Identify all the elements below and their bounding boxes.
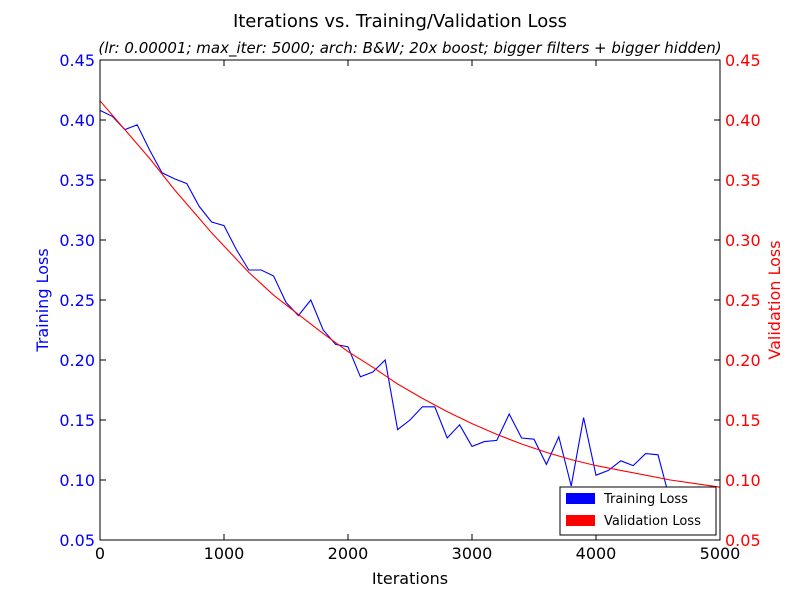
left-y-tick-label: 0.10 [59,471,95,490]
right-y-tick-label: 0.35 [725,171,761,190]
left-y-tick-label: 0.05 [59,531,95,550]
right-y-tick-label: 0.20 [725,351,761,370]
right-y-tick-label: 0.45 [725,51,761,70]
x-tick-label: 0 [95,544,105,563]
left-y-tick-label: 0.30 [59,231,95,250]
validation-loss-line [99,100,721,488]
left-y-tick-label: 0.25 [59,291,95,310]
x-tick-label: 4000 [576,544,617,563]
left-y-axis-label: Training Loss [33,248,52,352]
left-y-tick-label: 0.20 [59,351,95,370]
left-y-tick-label: 0.15 [59,411,95,430]
right-y-tick-label: 0.30 [725,231,761,250]
left-y-tick-label: 0.45 [59,51,95,70]
x-tick-label: 5000 [700,544,741,563]
legend: Training Loss Validation Loss [559,486,717,536]
left-y-tick-label: 0.40 [59,111,95,130]
chart-subtitle: (lr: 0.00001; max_iter: 5000; arch: B&W;… [98,39,721,58]
training-loss-line [99,109,671,502]
legend-swatch-validation [566,515,595,526]
x-axis-label: Iterations [372,569,448,588]
x-tick-label: 1000 [204,544,245,563]
right-y-tick-label: 0.25 [725,291,761,310]
legend-label-training: Training Loss [603,492,688,507]
left-y-tick-label: 0.35 [59,171,95,190]
legend-label-validation: Validation Loss [604,514,701,529]
right-y-axis-label: Validation Loss [765,240,784,359]
right-y-tick-label: 0.10 [725,471,761,490]
legend-swatch-training [566,493,595,504]
series-layer [99,100,721,502]
right-y-tick-label: 0.05 [725,531,761,550]
x-tick-label: 3000 [452,544,493,563]
plot-frame [99,59,721,541]
x-tick-label: 2000 [328,544,369,563]
right-y-tick-label: 0.15 [725,411,761,430]
right-y-tick-label: 0.40 [725,111,761,130]
chart-title: Iterations vs. Training/Validation Loss [233,11,567,32]
